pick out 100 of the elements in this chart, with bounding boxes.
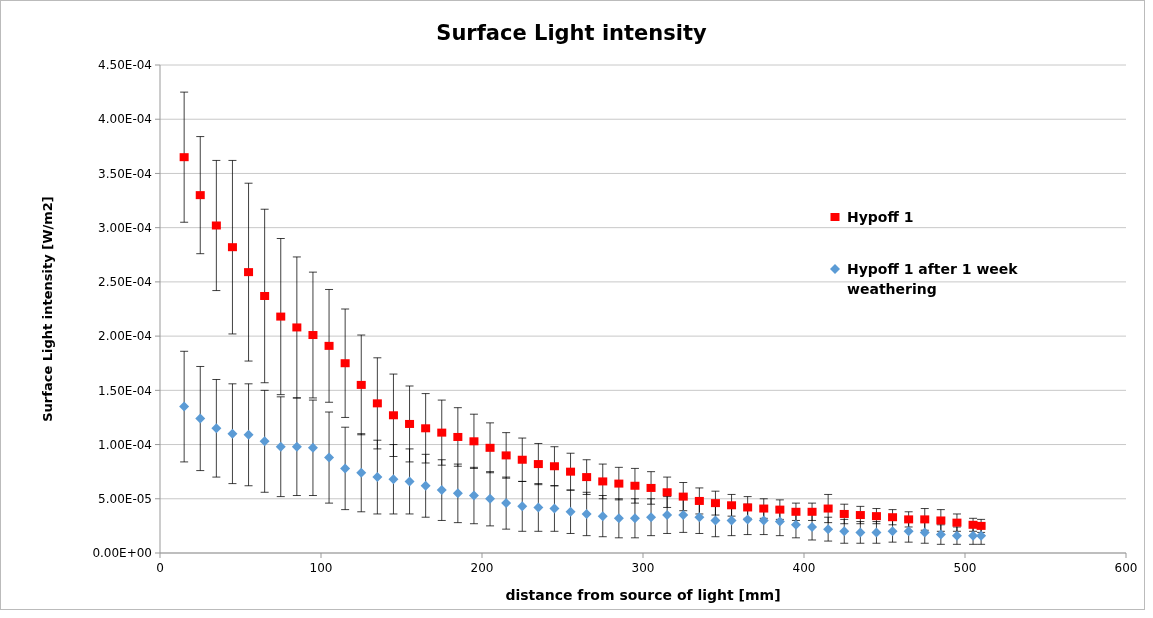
x-tick-label: 500 [953,561,977,575]
point [920,515,930,524]
point [372,472,383,483]
point [307,442,318,453]
y-axis-title: Surface Light intensity [W/m2] [40,196,55,422]
point [533,460,543,469]
point [775,505,785,514]
point [468,490,479,501]
y-tick-label: 4.00E-04 [98,112,152,127]
point [485,443,495,452]
point [759,504,769,513]
point [646,512,657,523]
point [904,515,914,524]
point [919,527,930,538]
point [340,463,351,474]
point [727,501,737,510]
point [195,191,205,200]
point [726,515,737,526]
y-tick-label: 4.50E-04 [98,58,152,73]
point [276,312,286,321]
point [243,429,254,440]
x-tick-label: 300 [631,561,655,575]
point [372,399,382,408]
point [420,480,431,491]
point [436,485,447,496]
point [758,515,769,526]
point [791,507,801,516]
point [743,503,753,512]
point [614,479,624,488]
point [694,496,704,505]
point [244,268,254,277]
point [404,476,415,487]
point [291,441,302,452]
y-tick-label: 1.50E-04 [98,383,152,398]
x-tick-label: 600 [1114,561,1138,575]
point [888,513,898,522]
legend-label: Hypoff 1 after 1 week weathering [847,260,1019,297]
point [501,451,511,460]
point [646,483,656,492]
point [774,516,785,527]
point [501,498,512,509]
point [807,507,817,516]
x-tick-label: 400 [792,561,816,575]
point [356,380,366,389]
point [581,508,592,519]
point [452,488,463,499]
point [742,514,753,525]
point [421,424,431,433]
point [662,488,672,497]
point [308,331,318,340]
point [195,413,206,424]
point [517,501,528,512]
point [275,441,286,452]
point [437,428,447,437]
point [710,515,721,526]
point [710,499,720,508]
y-tick-label: 5.00E-05 [98,491,152,506]
point [469,437,479,446]
point [405,419,415,428]
point [887,526,898,537]
point [951,530,962,541]
point [292,323,302,332]
point [871,512,881,521]
point [976,530,987,541]
y-tick-label: 3.00E-04 [98,220,152,235]
point [211,221,221,230]
point [597,511,608,522]
point [855,511,865,520]
point [694,512,705,523]
point [630,481,640,490]
point [179,401,190,412]
point [388,411,398,420]
point [259,436,270,447]
point [211,423,222,434]
point [629,513,640,524]
point [871,527,882,538]
point [485,493,496,504]
point [678,510,689,521]
y-tick-label: 0.00E+00 [92,546,152,561]
point [903,526,914,537]
point [565,506,576,517]
point [549,503,560,514]
point [517,455,527,464]
y-tick-label: 1.00E-04 [98,437,152,452]
point [613,513,624,524]
point [179,153,189,162]
point [598,477,608,486]
point [790,519,801,530]
point [807,521,818,532]
legend-label: Hypoff 1 [847,208,914,225]
x-tick-label: 100 [309,561,333,575]
y-tick-label: 2.00E-04 [98,329,152,344]
point [952,518,962,527]
point [823,524,834,535]
point [549,462,559,471]
point [662,510,673,521]
point [260,291,270,300]
point [678,492,688,501]
point [839,509,849,518]
x-axis-title: distance from source of light [mm] [505,587,781,603]
